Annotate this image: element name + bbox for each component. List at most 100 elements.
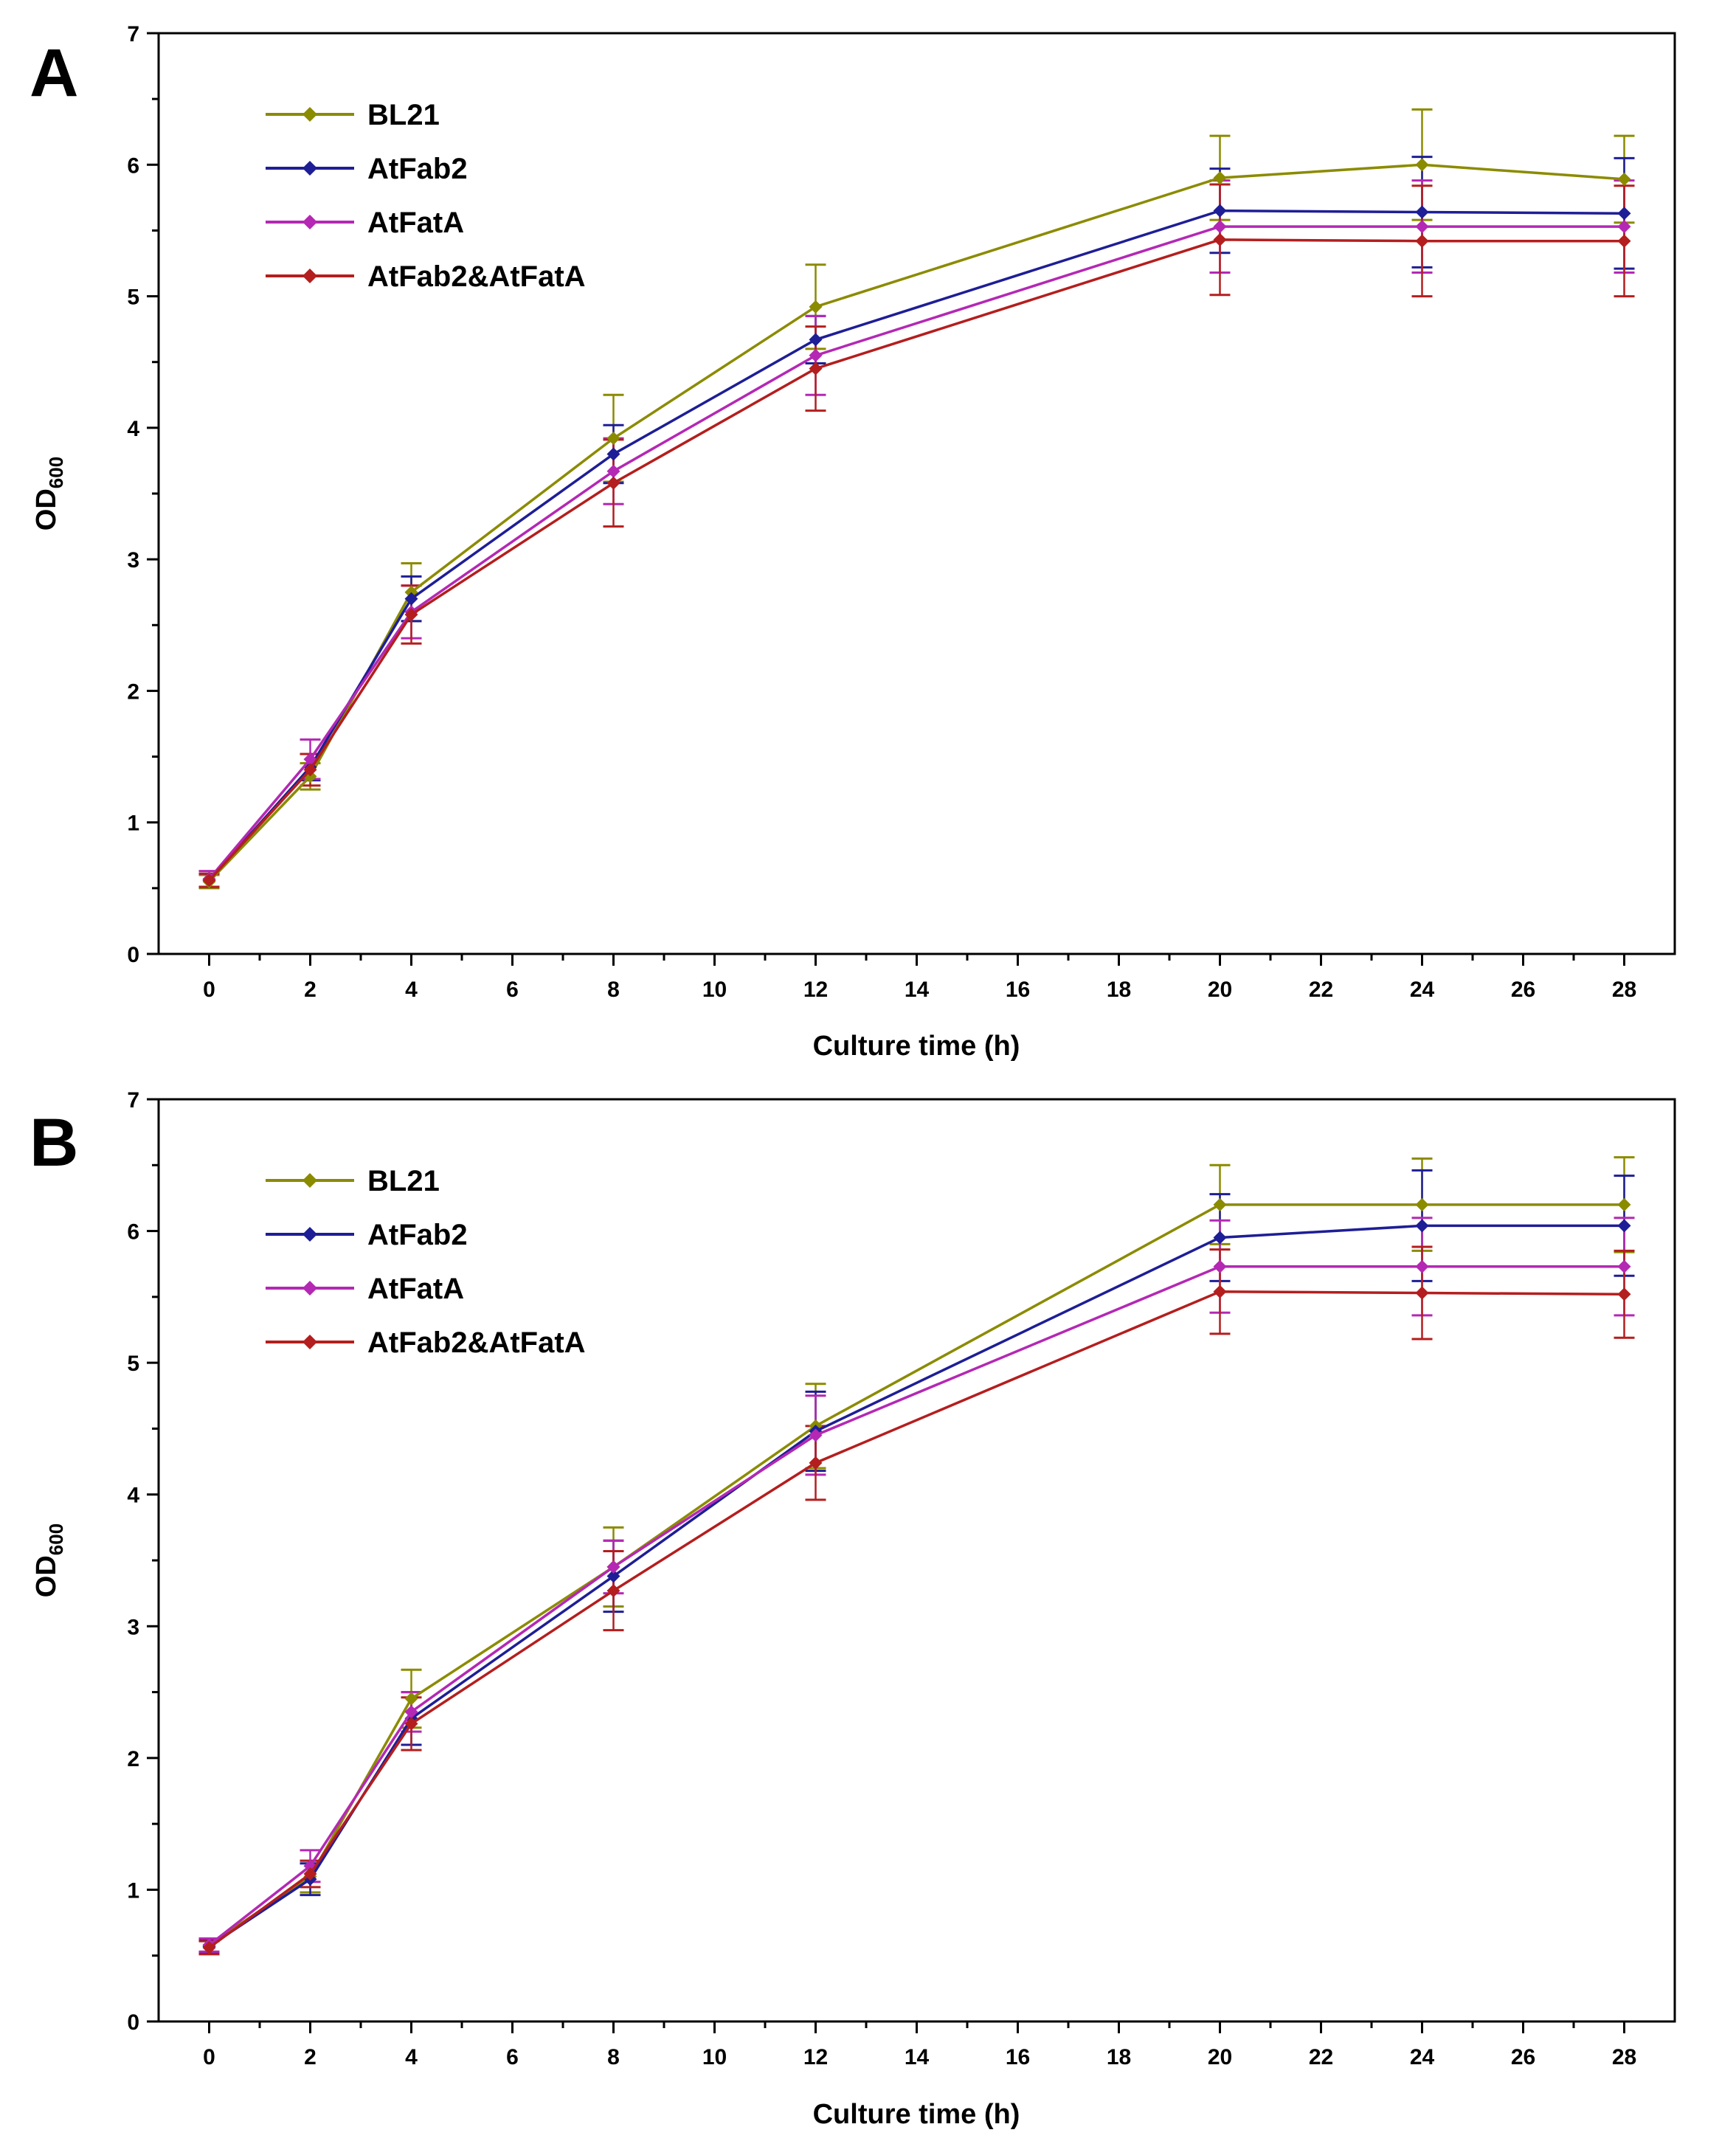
x-tick-label: 26 [1511, 2045, 1535, 2069]
data-point-atfata [809, 1428, 823, 1442]
x-axis-title-b: Culture time (h) [813, 2099, 1020, 2130]
data-point-atfab2-atfata [1617, 1287, 1631, 1301]
legend-marker-atfab2-atfata [302, 1335, 317, 1349]
legend-label-atfab2-atfata: AtFab2&AtFatA [367, 1327, 586, 1359]
data-point-atfab2-atfata [1213, 232, 1227, 246]
legend-marker-atfata [302, 1281, 317, 1296]
data-point-atfata [809, 348, 823, 362]
data-point-atfab2 [606, 1569, 620, 1583]
legend-marker-bl21 [302, 1173, 317, 1188]
data-point-atfab2 [809, 333, 823, 347]
x-tick-label: 14 [905, 2045, 930, 2069]
x-tick-label: 12 [803, 2045, 828, 2069]
x-tick-label: 2 [304, 2045, 317, 2069]
data-point-atfab2-atfata [606, 476, 620, 490]
x-tick-label: 20 [1208, 2045, 1232, 2069]
series-line-atfata [208, 1265, 1625, 1946]
data-point-bl21 [1617, 172, 1631, 186]
data-point-atfab2-atfata [303, 1867, 317, 1881]
x-tick-label: 10 [702, 978, 727, 1002]
x-tick-label: 24 [1410, 978, 1435, 1002]
y-axis-title-sub-a: 600 [45, 457, 67, 488]
legend-label-atfab2: AtFab2 [367, 1219, 468, 1251]
panel-label-b: B [30, 1105, 78, 1180]
x-tick-label: 12 [803, 978, 828, 1002]
x-tick-label: 8 [607, 978, 620, 1002]
x-tick-label: 14 [905, 978, 930, 1002]
data-point-bl21 [1415, 158, 1429, 172]
data-point-bl21 [1213, 171, 1227, 185]
data-point-atfab2-atfata [1213, 1284, 1227, 1298]
series-line-atfab2-atfata [208, 238, 1625, 882]
series-line-atfata [208, 225, 1625, 880]
legend-label-bl21: BL21 [367, 1165, 440, 1197]
data-point-bl21 [1415, 1197, 1429, 1211]
y-axis-title-main-b: OD [31, 1555, 62, 1597]
x-tick-label: 6 [506, 2045, 519, 2069]
data-point-bl21 [606, 432, 620, 446]
x-tick-label: 20 [1208, 978, 1232, 1002]
data-point-atfab2-atfata [202, 1941, 216, 1954]
panel-label-a: A [30, 35, 78, 111]
y-tick-label: 7 [127, 1088, 139, 1113]
series-line-atfab2 [208, 1224, 1625, 1948]
data-point-atfata [1213, 220, 1227, 234]
x-tick-label: 18 [1107, 978, 1131, 1002]
series-line-atfab2-atfata [208, 1290, 1625, 1949]
data-point-atfab2-atfata [809, 1456, 823, 1470]
data-point-atfab2-atfata [1415, 1286, 1429, 1300]
legend-label-atfata: AtFatA [367, 1273, 464, 1305]
x-tick-label: 16 [1006, 2045, 1030, 2069]
data-point-atfata [606, 464, 620, 478]
y-tick-label: 5 [127, 286, 139, 310]
data-point-bl21 [1213, 1197, 1227, 1211]
legend-label-bl21: BL21 [367, 99, 440, 131]
data-point-atfata [1415, 1259, 1429, 1273]
data-point-atfab2-atfata [303, 763, 317, 777]
legend-b: BL21 AtFab2 AtFatA AtFab2&AtFatA [266, 1165, 586, 1359]
y-tick-label: 6 [127, 1220, 139, 1245]
y-axis-title-sub-b: 600 [45, 1523, 67, 1555]
y-axis-title-a: OD600 [31, 457, 67, 530]
data-point-atfata [606, 1560, 620, 1574]
y-tick-label: 3 [127, 548, 139, 573]
x-tick-label: 28 [1612, 978, 1636, 1002]
data-point-atfab2 [404, 592, 418, 606]
legend-marker-atfata [302, 215, 317, 229]
data-point-atfab2 [1213, 1231, 1227, 1245]
legend-marker-atfab2-atfata [302, 269, 317, 283]
data-point-atfab2-atfata [202, 874, 216, 888]
data-point-atfab2 [1213, 204, 1227, 218]
data-point-atfab2 [1617, 207, 1631, 221]
legend-label-atfata: AtFatA [367, 207, 464, 239]
x-tick-label: 6 [506, 978, 519, 1002]
data-point-atfab2 [1415, 1219, 1429, 1233]
data-point-atfab2-atfata [404, 1717, 418, 1731]
data-point-atfab2-atfata [404, 608, 418, 622]
data-point-bl21 [404, 1692, 418, 1706]
series-lines-a [202, 158, 1631, 888]
x-tick-label: 16 [1006, 978, 1030, 1002]
data-point-atfab2 [606, 447, 620, 461]
x-tick-label: 2 [304, 978, 317, 1002]
data-point-atfata [1617, 1259, 1631, 1273]
y-tick-label: 1 [127, 1878, 139, 1903]
x-tick-label: 8 [607, 2045, 620, 2069]
legend-marker-bl21 [302, 107, 317, 122]
x-tick-label: 26 [1511, 978, 1535, 1002]
data-point-atfata [404, 1705, 418, 1719]
data-point-atfata [1213, 1259, 1227, 1273]
y-tick-label: 4 [127, 1484, 139, 1508]
x-tick-label: 22 [1309, 978, 1333, 1002]
data-point-atfab2-atfata [1617, 234, 1631, 248]
x-axis-title-a: Culture time (h) [813, 1031, 1020, 1062]
y-tick-label: 0 [127, 943, 139, 967]
x-tick-label: 10 [702, 2045, 727, 2069]
legend-label-atfab2: AtFab2 [367, 153, 468, 185]
x-tick-label: 28 [1612, 2045, 1636, 2069]
